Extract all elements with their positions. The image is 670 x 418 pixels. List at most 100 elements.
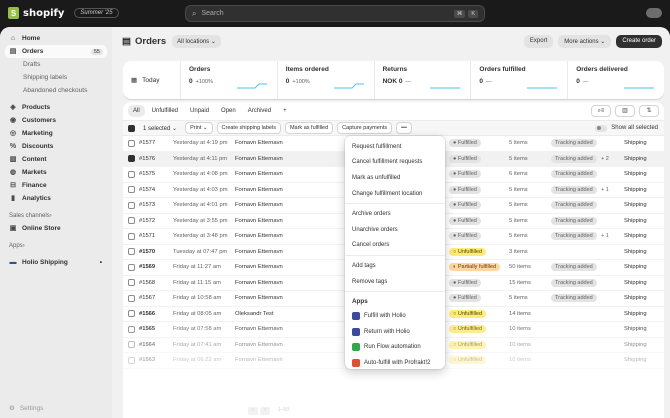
sidebar-item-label: Shipping labels [23, 74, 68, 81]
menu-item-change-fulfillment-location[interactable]: Change fulfillment location [352, 190, 423, 197]
search-input[interactable]: ⌕ Search ⌘ K [185, 5, 485, 22]
order-number[interactable]: #1575 [139, 171, 156, 178]
stat-orders-fulfilled[interactable]: Orders fulfilled 0— [470, 61, 567, 99]
sidebar-item-content[interactable]: ▧ Content [5, 153, 107, 166]
sales-channels-heading[interactable]: Sales channels › [5, 209, 107, 222]
menu-item-cancel-fulfillment-requests[interactable]: Cancel fulfillment requests [352, 159, 423, 166]
menu-item-request-fulfillment[interactable]: Request fulfillment [352, 143, 402, 150]
row-checkbox[interactable] [128, 248, 135, 256]
add-view-button[interactable]: + [283, 108, 287, 114]
date-range-button[interactable]: ▦ Today [123, 61, 180, 99]
export-button[interactable]: Export [523, 34, 554, 48]
menu-item-archive-orders[interactable]: Archive orders [352, 211, 391, 218]
more-actions-button[interactable]: More actions ⌄ [558, 34, 612, 48]
stat-returns[interactable]: Returns NOK 0— [373, 61, 471, 99]
menu-item-remove-tags[interactable]: Remove tags [352, 278, 388, 285]
order-number[interactable]: #1568 [139, 279, 156, 286]
row-checkbox[interactable] [128, 155, 135, 163]
stat-orders[interactable]: Orders 0 +100% [180, 61, 277, 99]
sidebar-item-abandoned-checkouts[interactable]: Abandoned checkouts [5, 84, 107, 97]
analytics-bar[interactable]: ▦ Today Orders 0 +100% Items ordered 0 +100% Re… [123, 61, 664, 99]
prev-page-button[interactable]: ‹ [248, 407, 258, 415]
order-number[interactable]: #1571 [139, 233, 156, 240]
sidebar-item-products[interactable]: ◈ Products [5, 101, 107, 114]
order-number[interactable]: #1564 [139, 341, 156, 348]
sidebar-item-discounts[interactable]: % Discounts [5, 140, 107, 153]
menu-app-return-with-holio[interactable]: Return with Holio [345, 324, 445, 340]
apps-heading[interactable]: Apps › [5, 239, 107, 252]
order-number[interactable]: #1569 [139, 264, 156, 271]
locations-select[interactable]: All locations ⌄ [172, 34, 221, 48]
mark-as-fulfilled-button[interactable]: Mark as fulfilled [284, 122, 334, 134]
row-checkbox[interactable] [128, 341, 135, 349]
menu-item-cancel-orders[interactable]: Cancel orders [352, 242, 390, 249]
tab-unpaid[interactable]: Unpaid [190, 108, 210, 114]
row-checkbox[interactable] [128, 294, 135, 302]
show-all-selected[interactable]: Show all selected [595, 124, 658, 132]
menu-item-add-tags[interactable]: Add tags [352, 262, 376, 269]
avatar[interactable] [646, 8, 662, 18]
sidebar-item-online-store[interactable]: ▣ Online Store [5, 222, 107, 235]
order-number[interactable]: #1567 [139, 295, 156, 302]
menu-app-fulfill-with-holio[interactable]: Fulfill with Holio [345, 308, 445, 324]
order-number[interactable]: #1570 [139, 248, 156, 255]
sidebar-item-markets[interactable]: ◍ Markets [5, 166, 107, 179]
stat-change: — [405, 79, 411, 85]
sidebar-item-settings[interactable]: ⚙ Settings [9, 404, 43, 413]
fulfillment-status-badge: ● Fulfilled [449, 139, 481, 148]
sidebar-item-orders[interactable]: ▤ Orders 55 [5, 45, 107, 58]
create-shipping-labels-button[interactable]: Create shipping labels [216, 122, 281, 134]
row-checkbox[interactable] [128, 325, 135, 333]
top-bar: S shopify Summer '25 ⌕ Search ⌘ K [0, 0, 670, 27]
tab-all[interactable]: All [128, 105, 145, 117]
print-button[interactable]: Print ⌄ [185, 122, 213, 134]
next-page-button[interactable]: › [260, 407, 270, 415]
menu-item-mark-as-unfulfilled[interactable]: Mark as unfulfilled [352, 174, 401, 181]
capture-payments-button[interactable]: Capture payments [337, 122, 393, 134]
order-number[interactable]: #1563 [139, 357, 156, 364]
order-number[interactable]: #1576 [139, 155, 156, 162]
sidebar-item-finance[interactable]: ⊟ Finance [5, 179, 107, 192]
order-number[interactable]: #1574 [139, 186, 156, 193]
order-number[interactable]: #1566 [139, 310, 156, 317]
tab-open[interactable]: Open [221, 108, 236, 114]
row-checkbox[interactable] [128, 310, 135, 318]
sidebar-item-home[interactable]: ⌂ Home [5, 32, 107, 45]
shopify-logo[interactable]: S shopify Summer '25 [8, 7, 119, 19]
selected-count-dropdown[interactable]: 1 selected ⌄ [139, 123, 181, 134]
sidebar-item-drafts[interactable]: Drafts [5, 58, 107, 71]
row-checkbox[interactable] [128, 356, 135, 364]
row-checkbox[interactable] [128, 186, 135, 194]
menu-item-unarchive-orders[interactable]: Unarchive orders [352, 226, 398, 233]
sidebar-item-analytics[interactable]: ▮ Analytics [5, 192, 107, 205]
show-all-toggle[interactable] [595, 124, 608, 132]
stat-orders-delivered[interactable]: Orders delivered 0— [567, 61, 664, 99]
search-filter-button[interactable]: ⌕≡ [591, 105, 611, 117]
tab-archived[interactable]: Archived [247, 108, 272, 114]
menu-app-run-flow-automation[interactable]: Run Flow automation [345, 340, 445, 356]
row-checkbox[interactable] [128, 217, 135, 225]
row-checkbox[interactable] [128, 170, 135, 178]
sidebar-item-shipping-labels[interactable]: Shipping labels [5, 71, 107, 84]
row-checkbox[interactable] [128, 232, 135, 240]
row-checkbox[interactable] [128, 201, 135, 209]
order-number[interactable]: #1565 [139, 326, 156, 333]
row-checkbox[interactable] [128, 279, 135, 287]
customer-name: Fornavn Etternavn [235, 217, 283, 224]
sidebar-item-marketing[interactable]: ◎ Marketing [5, 127, 107, 140]
order-number[interactable]: #1573 [139, 202, 156, 209]
row-checkbox[interactable] [128, 263, 135, 271]
stat-items-ordered[interactable]: Items ordered 0 +100% [276, 61, 374, 99]
menu-app-auto-fulfill-with-profrakt-2[interactable]: Auto-fulfill with Profrakt!2 [345, 355, 445, 369]
order-number[interactable]: #1572 [139, 217, 156, 224]
more-bulk-actions-button[interactable]: ••• [396, 122, 412, 134]
sidebar-item-customers[interactable]: ◉ Customers [5, 114, 107, 127]
sidebar-item-holio-shipping[interactable]: ▬ Holio Shipping • [5, 256, 107, 269]
row-checkbox[interactable] [128, 139, 135, 147]
order-number[interactable]: #1577 [139, 140, 156, 147]
create-order-button[interactable]: Create order [616, 34, 662, 48]
select-all-checkbox[interactable] [128, 124, 135, 132]
tab-unfulfilled[interactable]: Unfulfilled [151, 108, 179, 114]
sort-button[interactable]: ⇅ [639, 105, 659, 117]
columns-button[interactable]: ▥ [615, 105, 635, 117]
